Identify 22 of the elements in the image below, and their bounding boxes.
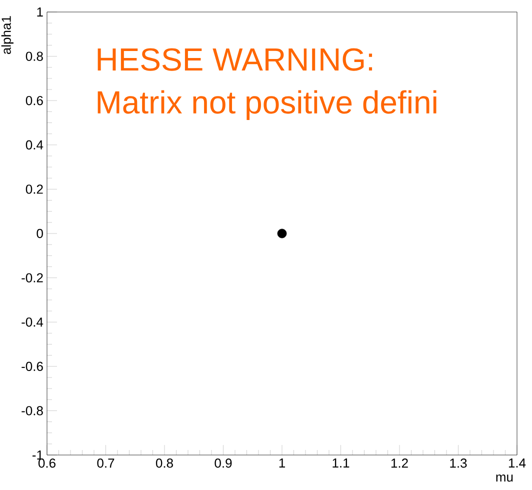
x-axis-title: mu xyxy=(496,474,513,482)
x-tick-label: 0.8 xyxy=(156,458,173,468)
y-tick-label: 0.6 xyxy=(26,96,43,106)
y-tick-label: -0.8 xyxy=(22,406,43,416)
x-tick-label: 1.2 xyxy=(391,458,408,468)
y-tick-label: 0.2 xyxy=(26,184,43,194)
x-tick-label: 1.4 xyxy=(508,458,526,468)
x-tick-label: 0.9 xyxy=(214,458,232,468)
y-tick-label: -0.6 xyxy=(22,362,43,371)
y-tick-label: 1 xyxy=(37,8,43,16)
x-tick-label: 1.3 xyxy=(450,458,467,468)
x-tick-label: 1 xyxy=(279,458,285,468)
annotation: HESSE WARNING: xyxy=(98,48,372,71)
y-tick-label: 0 xyxy=(36,228,43,238)
x-tick-label: 0.7 xyxy=(97,458,114,468)
x-tick-label: 1.1 xyxy=(332,458,350,468)
y-tick-label: -0.4 xyxy=(22,317,44,327)
y-axis-title: alpha1 xyxy=(1,16,14,54)
y-tick-label: 0.4 xyxy=(26,140,44,150)
y-tick-label: 0.8 xyxy=(26,52,43,61)
y-tick-label: -0.2 xyxy=(22,273,43,282)
annotation: Matrix not positive defini xyxy=(98,90,436,120)
